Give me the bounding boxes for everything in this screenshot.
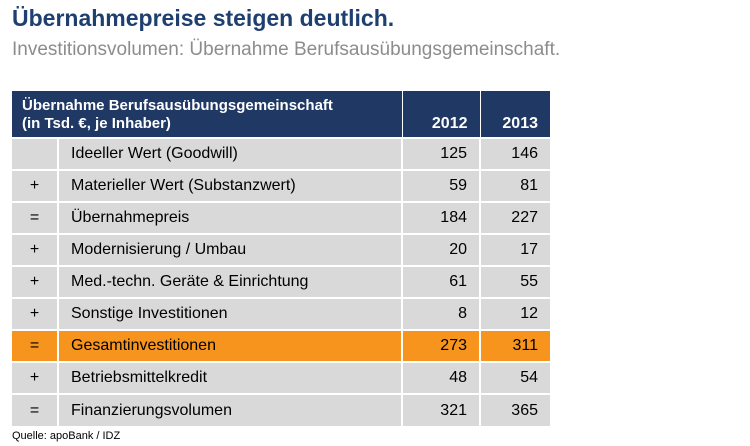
operator-cell: + bbox=[12, 233, 58, 266]
value-cell-2013: 17 bbox=[479, 233, 550, 266]
column-header-2012: 2012 bbox=[401, 91, 480, 138]
value-cell-2012: 59 bbox=[401, 169, 480, 202]
table-row: = Gesamtinvestitionen 273 311 bbox=[12, 329, 550, 362]
value-cell-2012: 273 bbox=[401, 329, 480, 362]
value-cell-2013: 81 bbox=[479, 169, 550, 202]
table-row: + Materieller Wert (Substanzwert) 59 81 bbox=[12, 169, 550, 202]
value-cell-2013: 55 bbox=[479, 265, 550, 298]
investment-table: Übernahme Berufsausübungsgemeinschaft (i… bbox=[12, 91, 550, 426]
row-label: Modernisierung / Umbau bbox=[57, 233, 402, 266]
value-cell-2012: 321 bbox=[401, 393, 480, 426]
row-label: Gesamtinvestitionen bbox=[57, 329, 402, 362]
table-row: + Modernisierung / Umbau 20 17 bbox=[12, 233, 550, 266]
value-cell-2013: 12 bbox=[479, 297, 550, 330]
value-cell-2012: 184 bbox=[401, 201, 480, 234]
operator-cell: = bbox=[12, 393, 58, 426]
table-header-line1: Übernahme Berufsausübungsgemeinschaft bbox=[22, 97, 333, 114]
operator-cell: = bbox=[12, 329, 58, 362]
row-label: Materieller Wert (Substanzwert) bbox=[57, 169, 402, 202]
value-cell-2013: 54 bbox=[479, 361, 550, 394]
row-label: Sonstige Investitionen bbox=[57, 297, 402, 330]
value-cell-2012: 61 bbox=[401, 265, 480, 298]
page-title: Übernahmepreise steigen deutlich. bbox=[12, 5, 395, 31]
operator-cell bbox=[12, 137, 58, 170]
table-row: + Sonstige Investitionen 8 12 bbox=[12, 297, 550, 330]
row-label: Betriebsmittelkredit bbox=[57, 361, 402, 394]
table-row: + Med.-techn. Geräte & Einrichtung 61 55 bbox=[12, 265, 550, 298]
operator-cell: + bbox=[12, 265, 58, 298]
row-label: Finanzierungsvolumen bbox=[57, 393, 402, 426]
value-cell-2012: 125 bbox=[401, 137, 480, 170]
table-header-row: Übernahme Berufsausübungsgemeinschaft (i… bbox=[12, 91, 550, 138]
table-body: Ideeller Wert (Goodwill) 125 146 + Materiell… bbox=[12, 137, 550, 426]
table-header-label: Übernahme Berufsausübungsgemeinschaft (i… bbox=[12, 91, 402, 138]
table-header-line2: (in Tsd. €, je Inhaber) bbox=[22, 115, 171, 132]
value-cell-2012: 8 bbox=[401, 297, 480, 330]
page-subtitle: Investitionsvolumen: Übernahme Berufsaus… bbox=[12, 39, 561, 60]
value-cell-2012: 48 bbox=[401, 361, 480, 394]
operator-cell: + bbox=[12, 169, 58, 202]
table-row: = Übernahmepreis 184 227 bbox=[12, 201, 550, 234]
operator-cell: + bbox=[12, 297, 58, 330]
row-label: Ideeller Wert (Goodwill) bbox=[57, 137, 402, 170]
table-row: = Finanzierungsvolumen 321 365 bbox=[12, 393, 550, 426]
column-header-2013: 2013 bbox=[479, 91, 550, 138]
operator-cell: = bbox=[12, 201, 58, 234]
value-cell-2013: 146 bbox=[479, 137, 550, 170]
table-row: Ideeller Wert (Goodwill) 125 146 bbox=[12, 137, 550, 170]
row-label: Med.-techn. Geräte & Einrichtung bbox=[57, 265, 402, 298]
value-cell-2012: 20 bbox=[401, 233, 480, 266]
table-row: + Betriebsmittelkredit 48 54 bbox=[12, 361, 550, 394]
value-cell-2013: 227 bbox=[479, 201, 550, 234]
row-label: Übernahmepreis bbox=[57, 201, 402, 234]
source-note: Quelle: apoBank / IDZ bbox=[12, 430, 121, 442]
operator-cell: + bbox=[12, 361, 58, 394]
value-cell-2013: 311 bbox=[479, 329, 550, 362]
value-cell-2013: 365 bbox=[479, 393, 550, 426]
